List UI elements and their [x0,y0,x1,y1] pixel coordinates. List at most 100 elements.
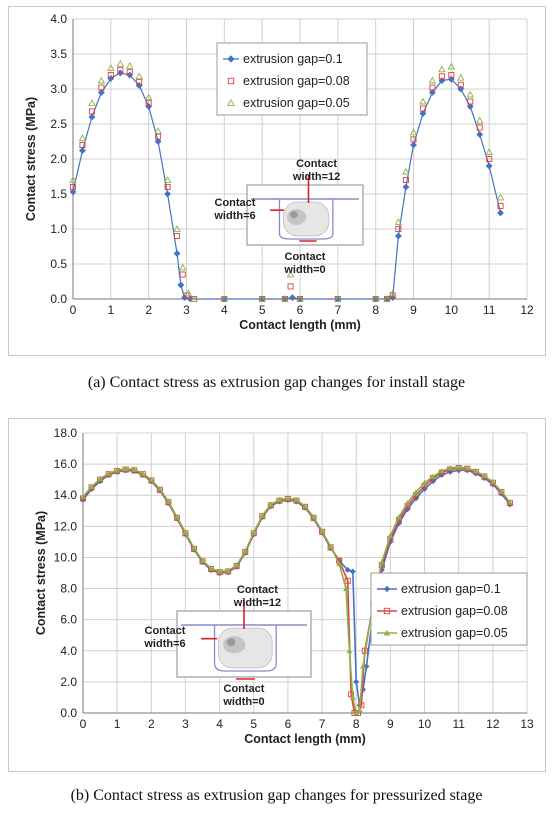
data-point [447,465,454,471]
data-point [447,62,456,70]
data-point [164,183,171,190]
legend-marker [227,98,235,107]
inset-seal-dark [290,211,298,219]
data-point [455,464,462,470]
y-tick-label: 4.0 [60,644,77,658]
data-point [485,162,493,170]
inset-groove [213,625,277,672]
y-tick-label: 4.0 [50,12,67,26]
y-tick-label: 3.5 [50,47,67,61]
series-line [82,466,511,715]
data-point [80,493,86,500]
y-tick-label: 2.0 [60,675,77,689]
legend-marker [227,77,235,85]
x-tick-label: 12 [520,303,534,317]
data-point [360,663,367,669]
inset-label-left-1: Contact [145,625,186,637]
data-point [296,295,304,302]
data-point [346,647,353,654]
inset-label-bottom-1: Contact [285,251,326,263]
data-point [388,289,397,297]
series-3 [69,59,505,302]
chart-install-stage: 0 1 2 3 4 5 6 7 8 9 10 11 120.00.51.01.52.02.53.03.5… [24,12,534,332]
data-point [88,483,95,490]
x-tick-label: 9 [410,303,417,317]
data-point [394,218,403,225]
data-point [125,61,134,69]
data-point [476,124,483,131]
data-point [88,108,95,115]
data-point [310,514,317,520]
x-tick-label: 1 [107,303,114,317]
data-point [286,270,295,278]
data-point [466,103,474,110]
data-point [481,472,488,479]
data-point [457,81,464,88]
y-tick-label: 18.0 [54,426,78,440]
y-tick-label: 0.0 [50,292,67,306]
x-tick-label: 3 [183,303,190,317]
x-tick-label: 12 [486,717,500,731]
data-point [182,529,189,535]
data-point [302,503,308,509]
legend-label: extrusion gap=0.1 [401,582,501,596]
y-tick-label: 6.0 [60,613,77,627]
x-tick-label: 11 [452,717,465,731]
data-point [97,89,105,96]
data-point [356,706,363,713]
x-tick-label: 5 [259,303,266,317]
legend-label: extrusion gap=0.05 [243,96,350,110]
data-point [419,110,427,117]
data-point [173,225,181,232]
x-tick-label: 6 [285,717,292,731]
inset-label-top-1: Contact [237,584,278,596]
data-point [430,473,437,479]
legend-label: extrusion gap=0.05 [401,626,508,640]
data-point [135,72,143,80]
inset-label-top-1: Contact [296,158,337,170]
x-tick-label: 0 [70,303,77,317]
data-point [70,183,77,190]
data-point [220,295,229,302]
legend-marker [383,585,391,593]
inset-diagram: Contactwidth=12Contactwidth=6Contactwidt… [143,584,312,708]
data-point [475,116,484,124]
data-point [184,289,193,297]
data-point [69,188,77,196]
x-tick-label: 8 [372,303,379,317]
data-point [190,295,198,302]
data-point [105,470,112,476]
data-point [88,113,96,121]
data-point [281,295,289,302]
data-point [145,99,152,106]
data-point [173,250,181,257]
legend-marker [227,55,235,63]
series-3 [80,464,513,716]
inset-label-bottom-2: width=0 [283,264,325,276]
data-point [485,148,493,155]
data-point [344,577,351,584]
data-point [174,232,181,239]
data-point [395,514,402,520]
legend-box [216,42,368,116]
data-point [114,467,121,473]
data-point [394,232,402,240]
data-point [148,476,155,483]
data-point [349,694,356,700]
x-tick-label: 5 [250,717,257,731]
data-point [371,295,380,302]
y-tick-label: 3.0 [50,82,67,96]
data-point [225,567,232,574]
inset-groove [278,199,334,240]
y-tick-label: 2.5 [50,117,67,131]
data-point [179,271,186,278]
x-tick-label: 13 [520,717,534,731]
inset-label-left-2: width=6 [213,210,255,222]
data-point [448,71,455,78]
inset-diagram: Contactwidth=12Contactwidth=6Contactwidt… [213,158,364,276]
data-point [358,702,365,709]
data-point [476,131,484,138]
x-tick-label: 11 [483,303,496,317]
y-tick-label: 2.0 [50,152,67,166]
data-point [122,465,129,472]
